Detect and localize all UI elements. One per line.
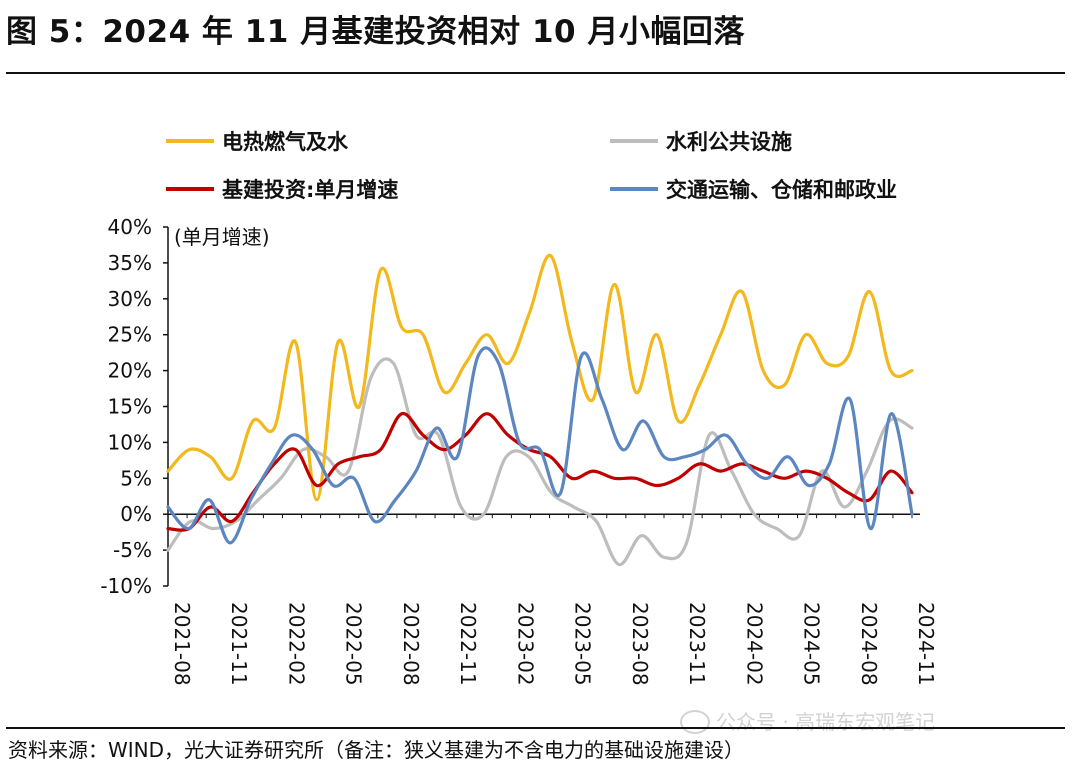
x-tick-label: 2022-08 xyxy=(399,602,423,686)
legend-label: 基建投资:单月增速 xyxy=(222,178,398,202)
x-tick-label: 2022-11 xyxy=(456,602,480,686)
y-tick-label: 40% xyxy=(108,215,152,239)
legend-item-water-public-facilities: 水利公共设施 xyxy=(610,130,792,154)
watermark: 公众号 · 高瑞东宏观笔记 xyxy=(680,706,935,736)
x-tick-label: 2024-11 xyxy=(914,602,938,686)
y-tick-label: 0% xyxy=(120,502,152,526)
page-title: 图 5：2024 年 11 月基建投资相对 10 月小幅回落 xyxy=(6,14,745,50)
series-layer xyxy=(166,254,914,567)
legend-item-infrastructure-investment: 基建投资:单月增速 xyxy=(166,178,398,202)
x-tick-label: 2024-08 xyxy=(857,602,881,686)
x-tick-label: 2022-02 xyxy=(284,602,308,686)
x-tick-label: 2022-05 xyxy=(342,602,366,686)
wechat-icon xyxy=(680,709,710,734)
chart-axes: -10% -5% 0% 5% 10% 15% 20% 25% 30% 35% 40% 2021-08 2… xyxy=(100,215,938,686)
source-note: 资料来源：WIND，光大证券研究所（备注：狭义基建为不含电力的基础设施建设） xyxy=(8,738,745,762)
x-tick-label: 2021-08 xyxy=(170,602,194,686)
y-tick-label: 25% xyxy=(108,323,152,347)
legend-item-electric-gas-water: 电热燃气及水 xyxy=(166,130,349,154)
title-divider xyxy=(6,72,1065,74)
x-tick-label: 2023-11 xyxy=(685,602,709,686)
y-tick-label: 35% xyxy=(108,251,152,275)
y-tick-label: 20% xyxy=(108,359,152,383)
legend-item-transport-storage-postal: 交通运输、仓储和邮政业 xyxy=(610,178,897,202)
transport-storage-postal-series xyxy=(166,346,914,545)
y-tick-label: 30% xyxy=(108,287,152,311)
y-axis-unit-label: (单月增速) xyxy=(174,225,270,249)
legend-label: 交通运输、仓储和邮政业 xyxy=(666,178,897,202)
x-tick-label: 2021-11 xyxy=(227,602,251,686)
x-tick-label: 2024-05 xyxy=(800,602,824,686)
y-tick-label: -10% xyxy=(100,574,152,598)
x-tick-label: 2023-05 xyxy=(571,602,595,686)
source-divider xyxy=(6,727,1065,729)
x-tick-label: 2023-08 xyxy=(628,602,652,686)
watermark-text: 公众号 · 高瑞东宏观笔记 xyxy=(716,710,936,734)
legend-label: 水利公共设施 xyxy=(666,130,792,154)
x-tick-label: 2023-02 xyxy=(513,602,537,686)
electric-gas-water-series xyxy=(166,254,914,502)
water-public-facilities-series xyxy=(166,357,914,567)
legend-label: 电热燃气及水 xyxy=(222,130,349,154)
infrastructure-investment-series xyxy=(166,412,914,532)
y-tick-label: -5% xyxy=(113,538,152,562)
y-tick-label: 15% xyxy=(108,395,152,419)
y-tick-label: 5% xyxy=(120,466,152,490)
y-tick-label: 10% xyxy=(108,430,152,454)
x-tick-label: 2024-02 xyxy=(742,602,766,686)
